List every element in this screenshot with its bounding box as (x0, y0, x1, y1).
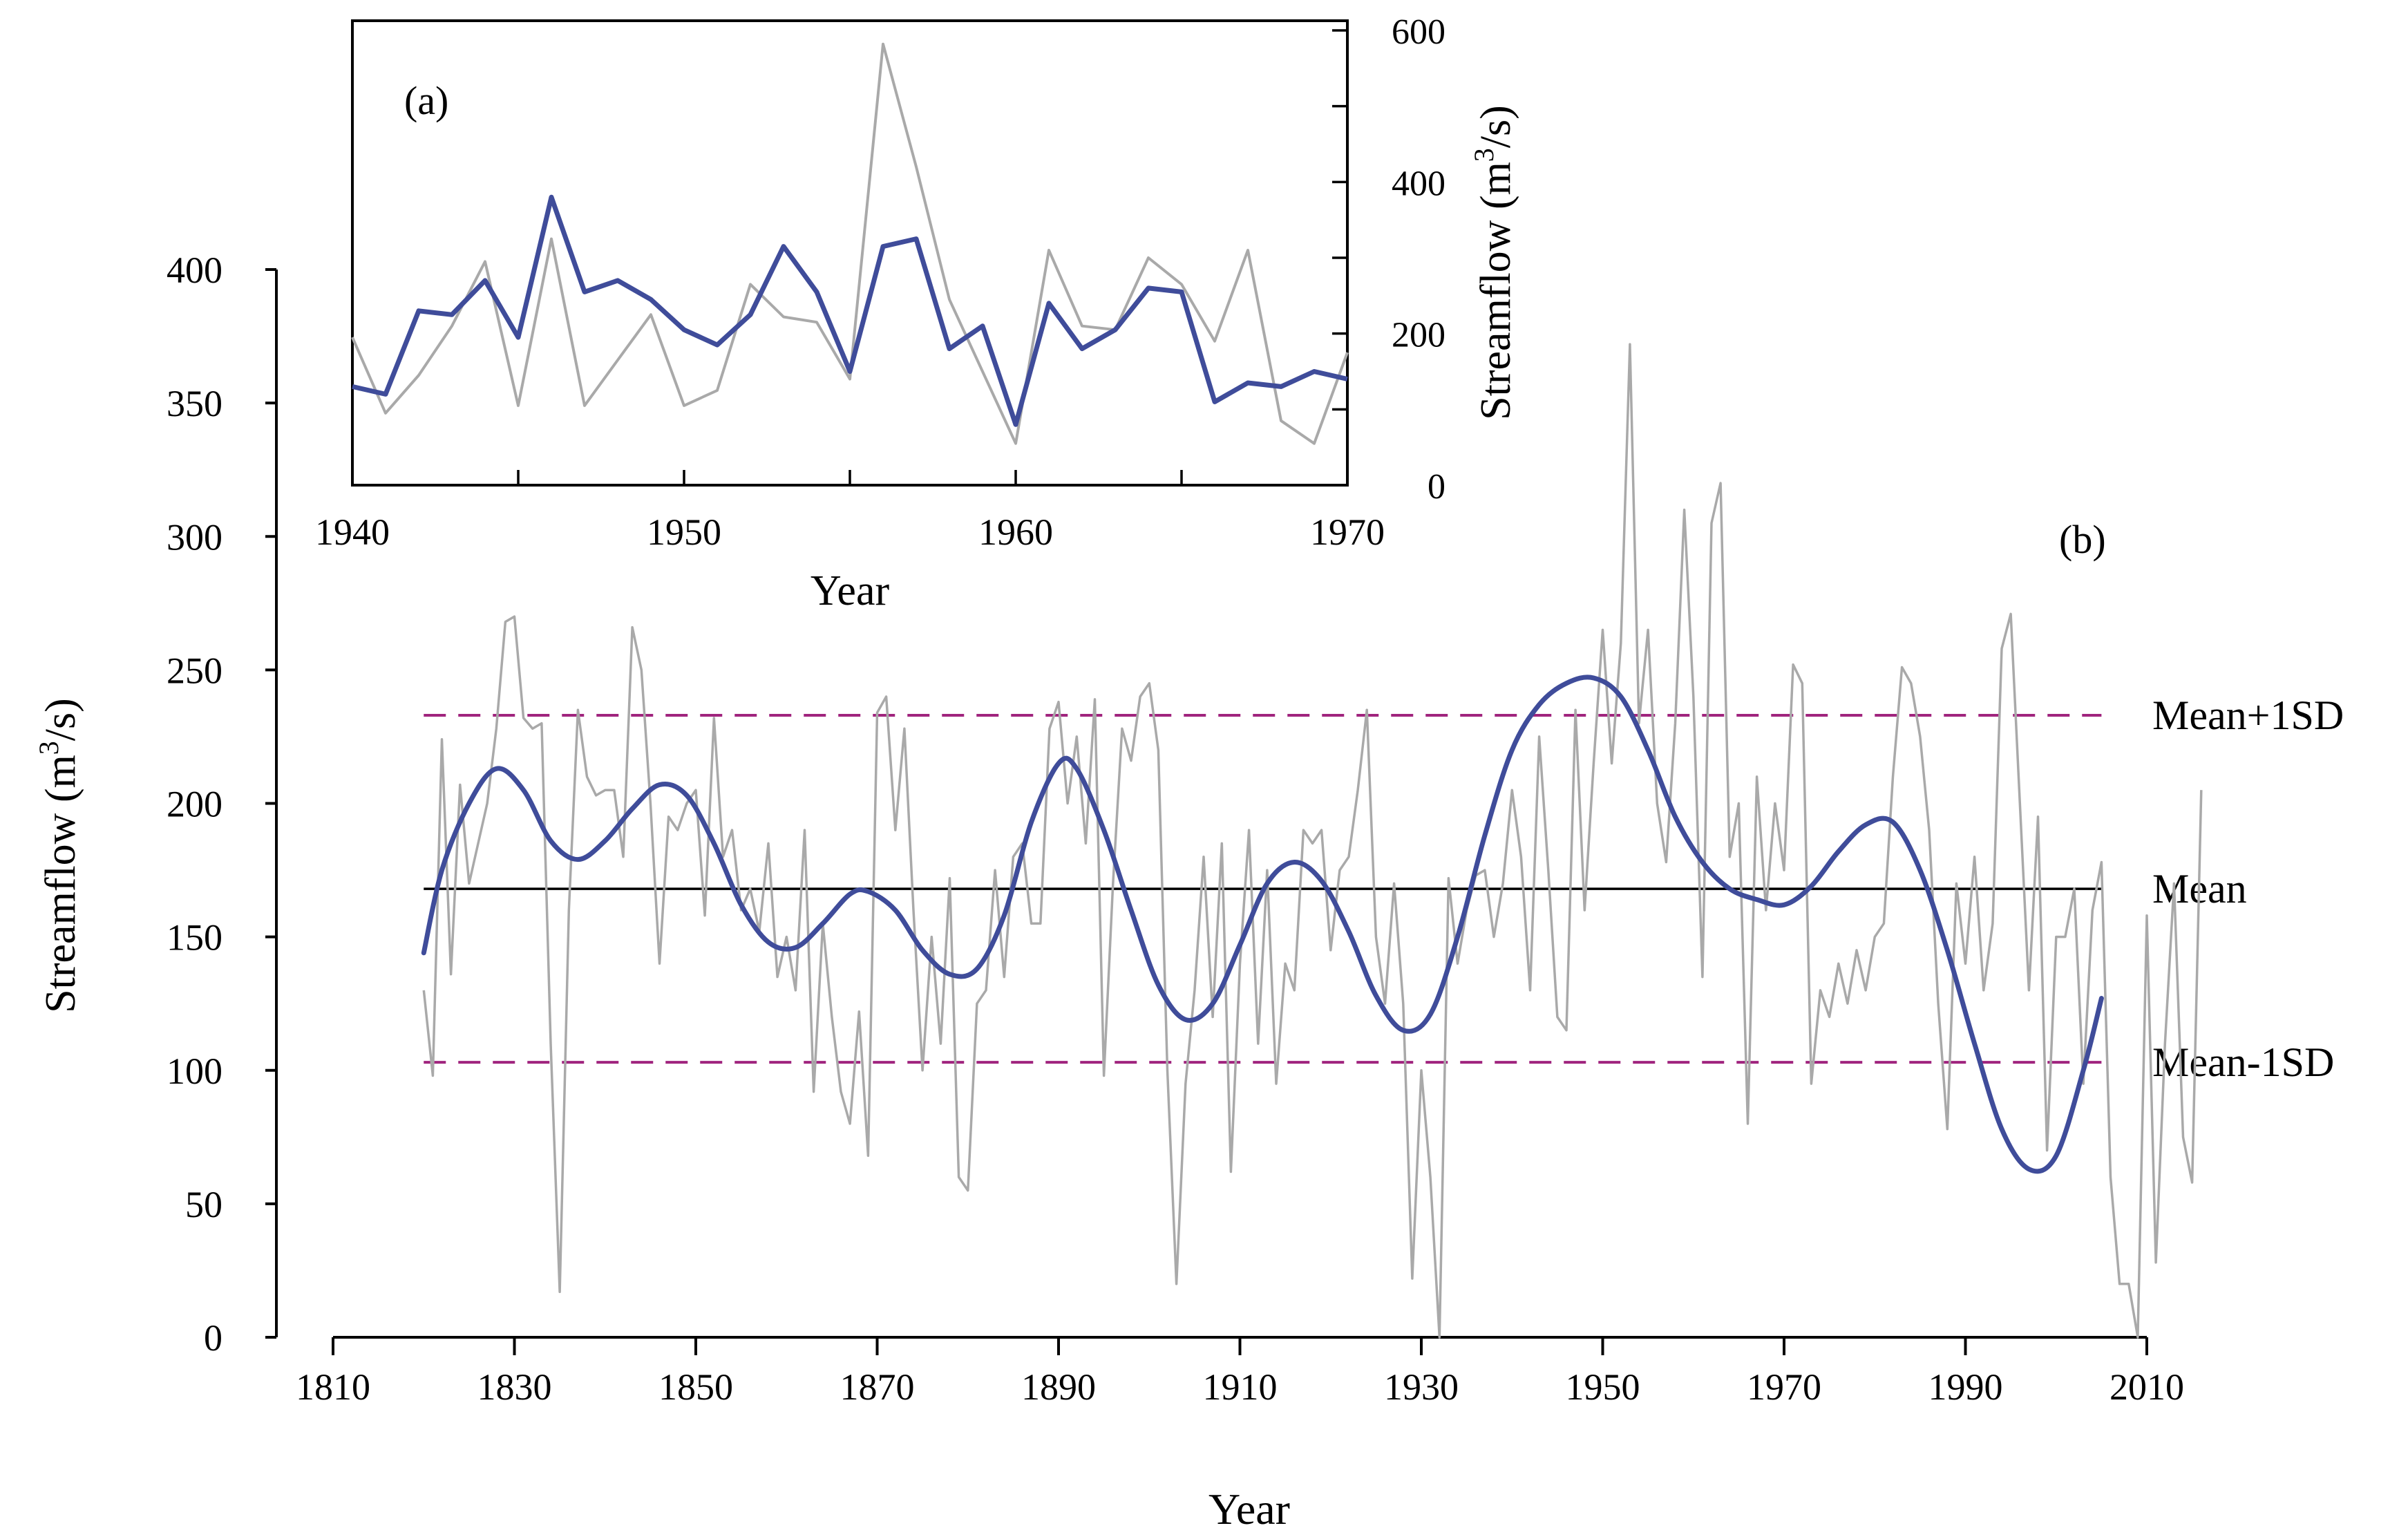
x-tick-label-1850: 1850 (658, 1366, 733, 1408)
x-tick-label-2010: 2010 (2110, 1366, 2184, 1408)
inset-y-axis-ticks: 0 200 400 600 (1332, 12, 1445, 507)
ref-label-mean-1sd: Mean-1SD (2152, 1039, 2334, 1085)
y-tick-label-150: 150 (167, 917, 222, 959)
inset-frame (351, 19, 1349, 487)
y-tick-label-350: 350 (167, 383, 222, 424)
inset-y-tick-label-600: 600 (1392, 12, 1445, 52)
smoothed-streamflow-curve (421, 675, 2104, 1174)
inset-chart-panel-a: 1940 1950 1960 1970 0 200 400 600 (a) Year Str… (315, 12, 1519, 614)
inset-y-axis-title: Streamflow (m3/s) (1468, 105, 1519, 420)
x-tick-label-1970: 1970 (1747, 1366, 1821, 1408)
y-tick-label-0: 0 (204, 1317, 222, 1359)
inset-data-series (351, 42, 1349, 445)
inset-x-axis-ticks: 1940 1950 1960 1970 (315, 470, 1385, 553)
inset-y-tick-label-0: 0 (1428, 467, 1445, 507)
ref-label-mean-1sd: Mean+1SD (2152, 692, 2344, 738)
y-tick-label-100: 100 (167, 1050, 222, 1092)
y-tick-label-50: 50 (185, 1184, 222, 1225)
inset-x-tick-label-1940: 1940 (315, 511, 390, 553)
y-tick-label-300: 300 (167, 516, 222, 558)
x-tick-label-1910: 1910 (1203, 1366, 1278, 1408)
x-tick-label-1990: 1990 (1928, 1366, 2003, 1408)
inset-y-tick-label-400: 400 (1392, 164, 1445, 203)
x-tick-label-1930: 1930 (1384, 1366, 1459, 1408)
x-tick-label-1830: 1830 (477, 1366, 552, 1408)
inset-x-tick-label-1950: 1950 (647, 511, 721, 553)
x-tick-label-1810: 1810 (296, 1366, 370, 1408)
x-tick-label-1870: 1870 (840, 1366, 915, 1408)
y-tick-label-250: 250 (167, 650, 222, 691)
x-axis-title: Year (1208, 1484, 1290, 1534)
x-axis-ticks: 1810 1830 1850 1870 1890 1910 1930 1950 1970 1990… (296, 1337, 2184, 1408)
y-axis-ticks: 0 50 100 150 200 250 300 350 400 (167, 249, 276, 1359)
data-series (421, 343, 2203, 1339)
y-tick-label-200: 200 (167, 784, 222, 825)
inset-x-axis-title: Year (810, 567, 890, 614)
inset-observed-line (351, 42, 1349, 445)
annual-streamflow-line (422, 343, 2203, 1339)
panel-label-a: (a) (404, 78, 448, 123)
inset-x-tick-label-1960: 1960 (978, 511, 1053, 553)
panel-label-b: (b) (2059, 517, 2106, 562)
inset-reconstructed-line (352, 194, 1348, 427)
x-tick-label-1890: 1890 (1021, 1366, 1096, 1408)
x-tick-label-1950: 1950 (1566, 1366, 1640, 1408)
inset-y-tick-label-200: 200 (1392, 316, 1445, 355)
y-axis-title: Streamflow (m3/s) (33, 698, 84, 1013)
y-tick-label-400: 400 (167, 249, 222, 291)
inset-x-tick-label-1970: 1970 (1310, 511, 1385, 553)
main-chart-panel-b: 1810 1830 1850 1870 1890 1910 1930 1950 1970 1990… (33, 249, 2344, 1534)
